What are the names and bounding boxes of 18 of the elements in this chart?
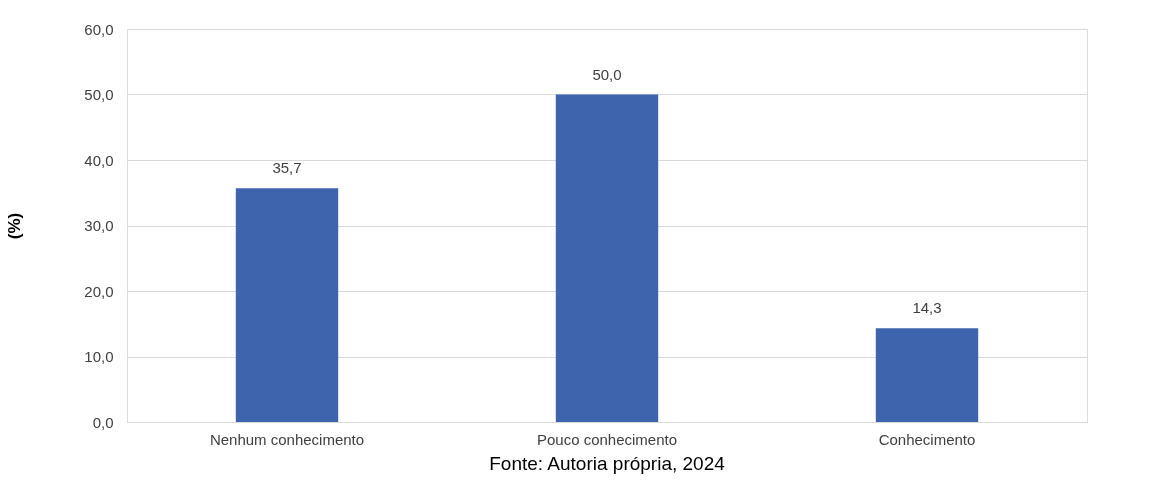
x-tick-label: Nenhum conhecimento xyxy=(209,430,365,448)
bar xyxy=(235,188,339,422)
bar xyxy=(555,94,659,422)
x-tick-label: Pouco conhecimento xyxy=(536,430,678,448)
y-axis-title: (%) xyxy=(5,212,25,240)
y-tick-label: 30,0 xyxy=(84,217,114,234)
y-tick-label: 0,0 xyxy=(92,413,114,431)
y-tick-label: 50,0 xyxy=(84,86,114,103)
y-tick-label: 20,0 xyxy=(84,282,114,300)
source-note: Fonte: Autoria própria, 2024 xyxy=(489,453,726,474)
y-tick-label: 10,0 xyxy=(84,348,114,365)
y-tick-label: 60,0 xyxy=(84,20,114,38)
bar xyxy=(875,328,979,422)
data-label: 14,3 xyxy=(912,299,942,317)
x-tick-label: Conhecimento xyxy=(878,430,976,448)
y-tick-label: 40,0 xyxy=(84,151,114,169)
data-label: 50,0 xyxy=(592,65,622,83)
data-label: 35,7 xyxy=(272,159,302,177)
